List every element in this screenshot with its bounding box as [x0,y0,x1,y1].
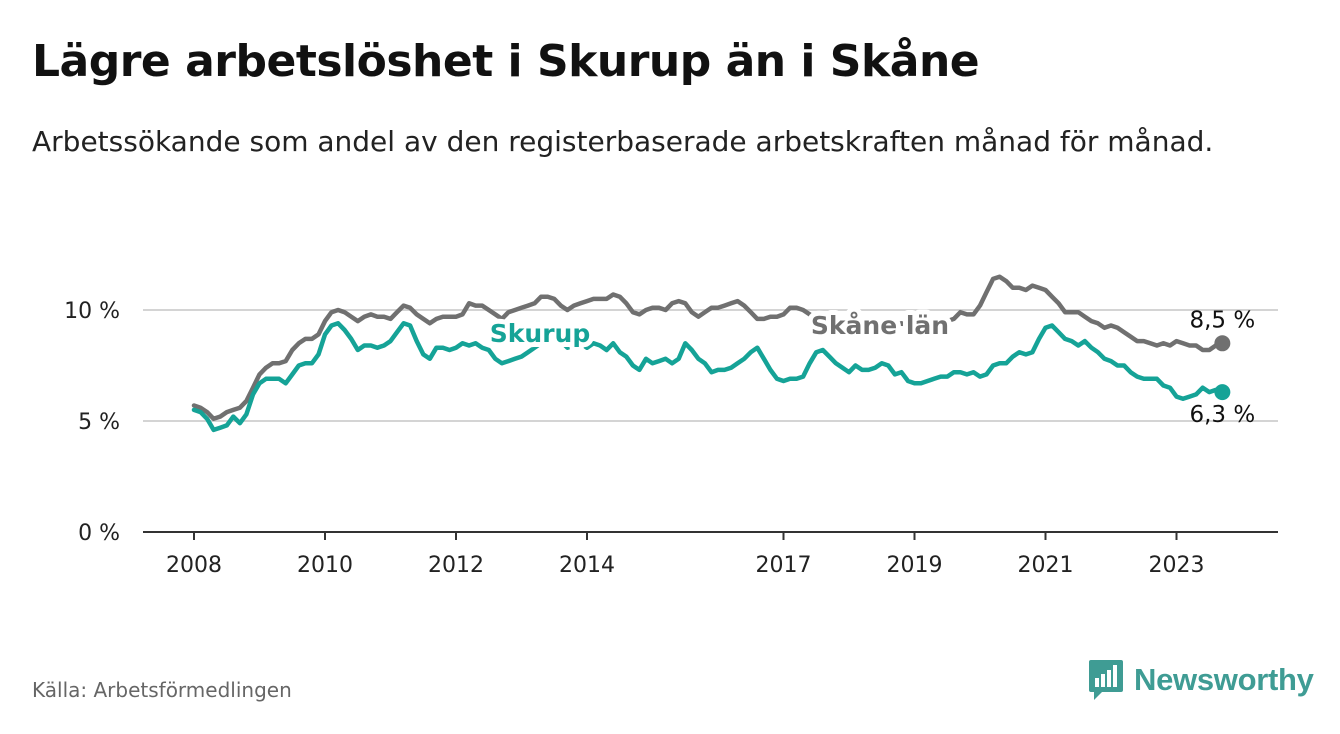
y-axis-ticks: 0 % 5 % 10 % [64,299,120,546]
x-tick-label: 2021 [1018,553,1074,578]
series-label-skurup: Skurup [490,319,590,348]
end-point-skane-lan [1214,335,1231,352]
source-note: Källa: Arbetsförmedlingen [32,678,292,702]
end-value-skurup: 6,3 % [1189,402,1255,428]
x-tick-label: 2012 [428,553,484,578]
series-lines [191,274,1231,433]
x-tick-label: 2014 [559,553,615,578]
chart-subtitle: Arbetssökande som andel av den registerb… [32,125,1214,158]
chart-title: Lägre arbetslöshet i Skurup än i Skåne [32,36,980,87]
x-tick-label: 2023 [1149,553,1205,578]
bar-chart-logo-icon [1089,660,1123,700]
y-tick-label: 5 % [78,410,120,435]
x-tick-label: 2017 [756,553,812,578]
x-tick-label: 2008 [166,553,222,578]
series-labels: Skåne län Skurup 8,5 % 6,3 % [485,306,1255,428]
series-line-skane-lan [191,274,1225,422]
line-chart: 0 %5 %10 % 2008 2010 2012 2014 2017 2019 2021 2… [64,274,1278,578]
y-tick-label: 10 % [64,299,120,324]
series-line-skurup [191,321,1225,433]
end-point-skurup [1214,384,1231,401]
x-axis: 2008 2010 2012 2014 2017 2019 2021 2023 [143,531,1278,578]
x-tick-label: 2010 [297,553,353,578]
x-tick-label: 2019 [887,553,943,578]
series-label-skane-lan: Skåne län [811,311,949,340]
brand-name: Newsworthy [1134,662,1314,697]
newsworthy-logo[interactable]: Newsworthy [1088,658,1314,702]
end-value-skane-lan: 8,5 % [1189,307,1255,333]
y-tick-label: 0 % [78,521,120,546]
